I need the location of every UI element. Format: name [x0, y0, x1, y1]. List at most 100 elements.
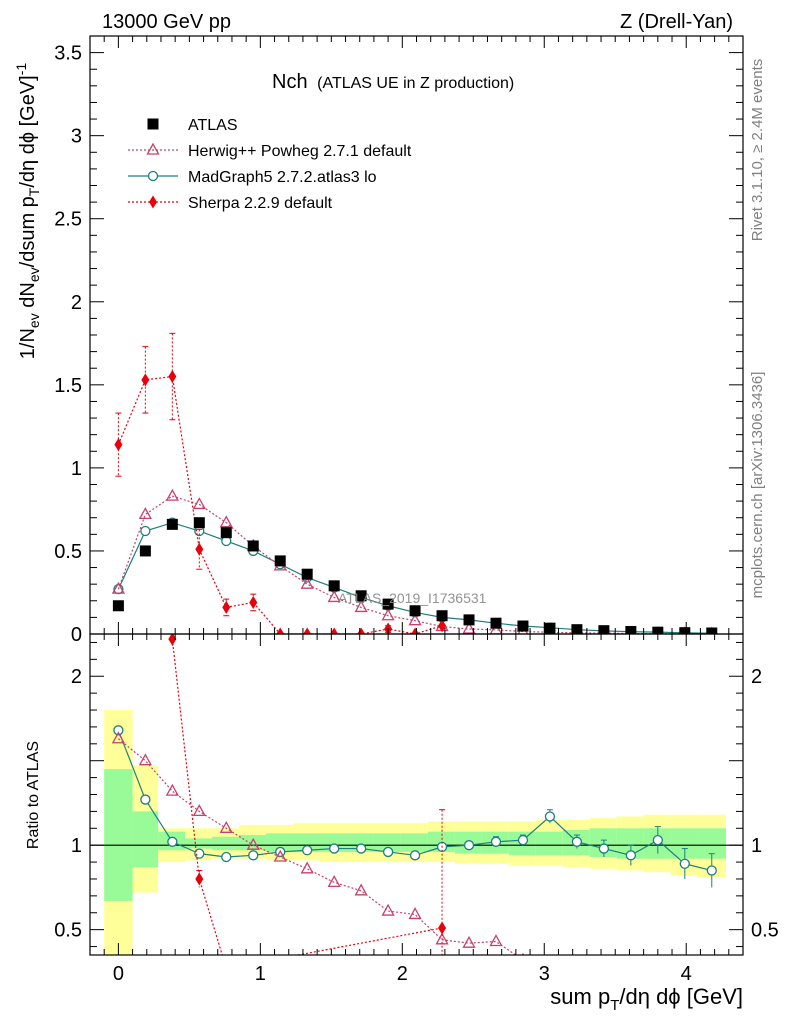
y-axis-title: 1/Nev dNev/dsum pT/dη dϕ [GeV]-1: [13, 63, 42, 360]
data-point: [381, 608, 395, 621]
ratio-point: [598, 966, 609, 976]
data-point: [112, 600, 124, 612]
data-point: [355, 590, 367, 602]
data-point: [679, 627, 691, 634]
ratio-point: [463, 840, 475, 851]
data-point: [408, 613, 422, 626]
ratio-tick-label-right: 0.5: [751, 920, 779, 942]
data-point: [436, 610, 448, 622]
data-point: [517, 620, 529, 632]
ratio-point: [408, 907, 422, 920]
ratio-point: [382, 846, 394, 858]
data-point: [438, 619, 447, 633]
legend-label-madgraph: MadGraph5 2.7.2.atlas3 lo: [188, 169, 377, 186]
y-tick-label: 3.5: [54, 43, 82, 65]
data-point: [222, 600, 231, 614]
data-point: [274, 555, 286, 567]
x-tick-label: 2: [397, 963, 408, 985]
data-point: [301, 568, 313, 580]
ratio-point: [679, 858, 690, 869]
data-point: [140, 525, 151, 537]
ratio-point: [381, 903, 395, 916]
ratio-point: [329, 843, 340, 854]
ratio-point: [194, 848, 205, 859]
band-inner: [670, 828, 698, 859]
legend-marker-0: [147, 118, 159, 130]
band-inner: [212, 836, 240, 851]
ratio-point: [113, 725, 124, 736]
ratio-point: [462, 935, 476, 948]
legend-marker-1: [146, 142, 160, 155]
ratio-point: [111, 731, 125, 744]
band-inner: [535, 831, 563, 856]
data-point: [463, 614, 475, 626]
data-point: [354, 600, 368, 613]
axis-ticks: 0 1 2 3 4 0 0.5 1 1.5 2 2.5 3 3.5 0.5 0.5 1 1 2 2: [54, 35, 779, 985]
data-point: [139, 545, 151, 557]
ratio-point: [300, 861, 314, 874]
data-point: [141, 373, 150, 387]
band-inner: [400, 833, 428, 852]
ratio-point: [706, 865, 717, 876]
y-tick-label: 2.5: [54, 209, 82, 231]
legend-label-herwig: Herwig++ Powheg 2.7.1 default: [188, 143, 412, 160]
legend: ATLAS Herwig++ Powheg 2.7.1 default MadG…: [128, 117, 412, 212]
ratio-frame: [89, 633, 744, 956]
data-point: [219, 515, 233, 528]
ratio-point: [435, 932, 449, 945]
ratio-axis-title: Ratio to ATLAS: [25, 741, 42, 849]
ratio-point: [246, 837, 260, 850]
mcplots-label: mcplots.cern.ch [arXiv:1306.3436]: [749, 372, 766, 599]
chart-title-sub: (ATLAS UE in Z production): [317, 75, 514, 92]
ratio-point: [598, 843, 610, 854]
ratio-point: [195, 872, 204, 886]
data-point: [625, 626, 637, 634]
data-point: [330, 627, 339, 634]
data-point: [571, 624, 583, 634]
data-point: [114, 438, 123, 452]
ratio-point: [571, 836, 583, 847]
data-point: [111, 581, 125, 594]
ratio-point: [168, 634, 177, 646]
ratio-point: [138, 753, 152, 766]
ratio-point: [192, 804, 206, 817]
data-point: [300, 576, 314, 589]
ratio-point: [248, 850, 259, 861]
legend-label-atlas: ATLAS: [188, 117, 238, 134]
ratio-point: [273, 849, 287, 862]
x-tick-label: 4: [681, 963, 692, 985]
legend-marker-2: [147, 170, 159, 182]
data-point: [249, 595, 258, 609]
ratio-point: [409, 850, 421, 861]
ratio-point: [222, 962, 230, 975]
x-tick-label: 0: [113, 963, 124, 985]
ratio-point: [490, 836, 502, 847]
ratio-point: [354, 883, 368, 896]
ratio-point: [165, 783, 179, 796]
ratio-point: [219, 820, 233, 833]
band-inner: [185, 838, 213, 849]
data-point: [328, 580, 340, 592]
ratio-line-3: [171, 639, 443, 955]
ratio-point: [544, 811, 556, 822]
ratio-point: [167, 836, 178, 847]
series-line-1: [117, 495, 712, 634]
data-point: [544, 622, 556, 634]
data-point: [411, 627, 420, 634]
header-right: Z (Drell-Yan): [620, 11, 733, 33]
ratio-point: [652, 834, 663, 846]
band-inner: [373, 833, 401, 852]
ratio-tick-label-left: 2: [71, 666, 82, 688]
data-point: [220, 527, 232, 539]
ratio-point: [221, 851, 232, 863]
y-tick-label: 0.5: [54, 541, 82, 563]
data-point: [138, 507, 152, 520]
chart-title-main: Nch: [272, 71, 308, 93]
band-inner: [104, 769, 133, 901]
ratio-point: [302, 845, 313, 856]
ratio-point: [517, 834, 529, 846]
y-tick-label: 1: [71, 458, 82, 480]
data-point: [195, 542, 204, 556]
ratio-point: [355, 843, 367, 854]
